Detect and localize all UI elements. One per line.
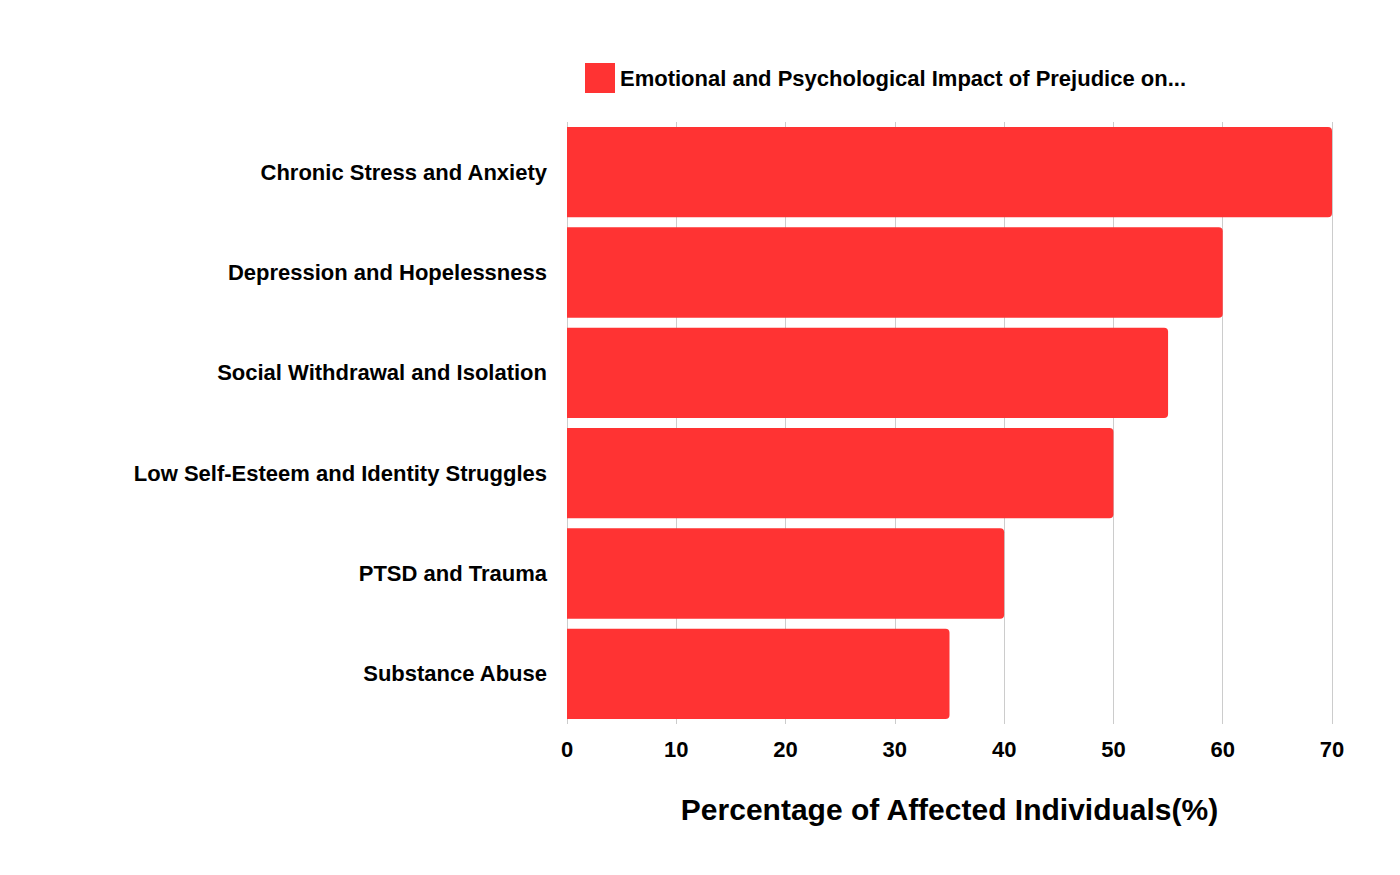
svg-text:Low Self-Esteem and Identity S: Low Self-Esteem and Identity Struggles: [134, 461, 547, 486]
svg-text:40: 40: [992, 737, 1016, 762]
svg-text:Substance Abuse: Substance Abuse: [363, 661, 547, 686]
svg-text:Chronic Stress and Anxiety: Chronic Stress and Anxiety: [261, 160, 548, 185]
svg-text:30: 30: [883, 737, 907, 762]
svg-text:10: 10: [664, 737, 688, 762]
svg-text:Percentage of Affected Individ: Percentage of Affected Individuals(%): [681, 793, 1218, 826]
svg-text:0: 0: [561, 737, 573, 762]
svg-text:60: 60: [1210, 737, 1234, 762]
svg-text:Social Withdrawal and Isolatio: Social Withdrawal and Isolation: [217, 360, 547, 385]
svg-text:Depression and Hopelessness: Depression and Hopelessness: [228, 260, 547, 285]
svg-text:70: 70: [1320, 737, 1344, 762]
svg-text:PTSD and Trauma: PTSD and Trauma: [359, 561, 548, 586]
svg-text:20: 20: [773, 737, 797, 762]
svg-text:Emotional and Psychological Im: Emotional and Psychological Impact of Pr…: [620, 66, 1186, 91]
svg-text:50: 50: [1101, 737, 1125, 762]
